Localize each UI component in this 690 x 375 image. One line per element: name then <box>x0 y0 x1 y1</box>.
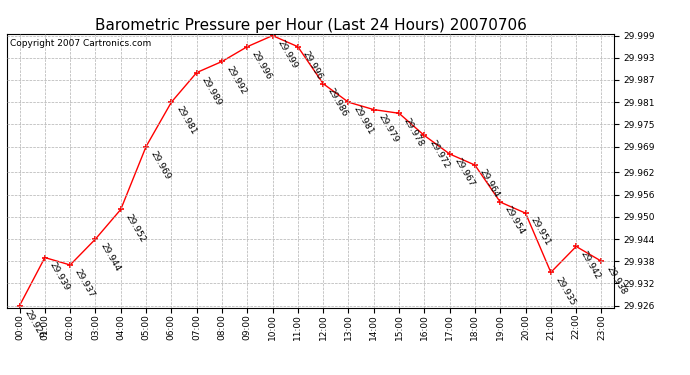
Text: 29.952: 29.952 <box>124 212 147 244</box>
Text: 29.981: 29.981 <box>351 105 375 137</box>
Text: 29.935: 29.935 <box>553 275 577 307</box>
Text: 29.938: 29.938 <box>604 264 628 296</box>
Text: 29.926: 29.926 <box>22 308 46 340</box>
Text: 29.989: 29.989 <box>199 75 223 107</box>
Text: 29.999: 29.999 <box>275 38 299 70</box>
Text: 29.979: 29.979 <box>377 112 400 144</box>
Text: 29.944: 29.944 <box>98 242 121 273</box>
Text: 29.992: 29.992 <box>225 64 248 96</box>
Text: 29.972: 29.972 <box>427 138 451 170</box>
Title: Barometric Pressure per Hour (Last 24 Hours) 20070706: Barometric Pressure per Hour (Last 24 Ho… <box>95 18 526 33</box>
Text: 29.967: 29.967 <box>453 157 476 189</box>
Text: 29.986: 29.986 <box>326 87 349 118</box>
Text: 29.964: 29.964 <box>477 168 501 200</box>
Text: 29.951: 29.951 <box>529 216 552 248</box>
Text: 29.981: 29.981 <box>174 105 197 137</box>
Text: 29.996: 29.996 <box>250 50 273 81</box>
Text: 29.969: 29.969 <box>149 149 172 181</box>
Text: 29.937: 29.937 <box>73 268 97 300</box>
Text: Copyright 2007 Cartronics.com: Copyright 2007 Cartronics.com <box>10 39 151 48</box>
Text: 29.939: 29.939 <box>48 260 71 292</box>
Text: 29.978: 29.978 <box>402 116 425 148</box>
Text: 29.942: 29.942 <box>579 249 602 281</box>
Text: 29.996: 29.996 <box>301 50 324 81</box>
Text: 29.954: 29.954 <box>503 205 526 237</box>
